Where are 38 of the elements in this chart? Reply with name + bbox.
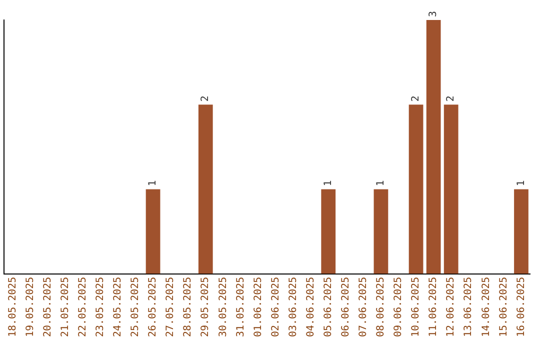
x-tick-label: 02.06.2025	[270, 276, 282, 338]
x-tick-label: 12.06.2025	[446, 276, 457, 338]
x-tick-label: 04.06.2025	[305, 276, 316, 338]
data-label: 3	[428, 10, 440, 17]
x-tick-label: 25.05.2025	[130, 276, 142, 338]
x-tick-label: 18.05.2025	[7, 276, 18, 338]
x-tick-label: 16.06.2025	[516, 276, 527, 338]
x-tick-label: 22.05.2025	[77, 276, 88, 338]
x-tick-label: 31.05.2025	[235, 276, 246, 338]
x-tick-label: 15.06.2025	[498, 276, 510, 338]
x-tick-label: 24.05.2025	[112, 276, 124, 338]
data-label: 1	[322, 180, 334, 186]
data-label: 2	[410, 96, 422, 102]
x-tick-label: 30.05.2025	[218, 276, 229, 338]
x-tick-label: 27.05.2025	[165, 276, 176, 338]
x-tick-label: 19.05.2025	[24, 276, 36, 338]
data-label: 2	[446, 96, 457, 102]
data-label: 1	[516, 180, 527, 186]
x-tick-label: 14.06.2025	[480, 276, 492, 338]
x-tick-label: 20.05.2025	[42, 276, 54, 338]
x-tick-label: 09.06.2025	[393, 276, 404, 338]
x-tick-label: 11.06.2025	[428, 276, 440, 338]
x-tick-label: 13.06.2025	[463, 276, 474, 338]
x-tick-label: 03.06.2025	[288, 276, 299, 338]
data-label: 2	[200, 96, 212, 102]
x-tick-label: 23.05.2025	[95, 276, 106, 338]
x-tick-label: 01.06.2025	[252, 276, 264, 338]
x-tick-label: 29.05.2025	[200, 276, 212, 338]
data-label: 1	[376, 180, 387, 186]
x-tick-label: 05.06.2025	[322, 276, 334, 338]
x-tick-label: 06.06.2025	[340, 276, 352, 338]
x-tick-label: 07.06.2025	[358, 276, 370, 338]
x-tick-label: 26.05.2025	[148, 276, 159, 338]
x-tick-label: 10.06.2025	[410, 276, 422, 338]
x-tick-label: 28.05.2025	[182, 276, 194, 338]
x-tick-label: 21.05.2025	[60, 276, 71, 338]
data-label: 1	[148, 180, 159, 186]
x-tick-label: 08.06.2025	[376, 276, 387, 338]
